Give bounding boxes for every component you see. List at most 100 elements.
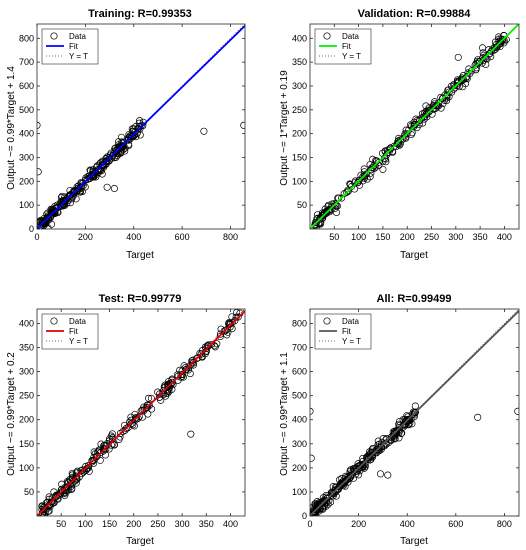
x-tick-label: 350 xyxy=(473,232,488,242)
data-point xyxy=(377,443,385,451)
data-point xyxy=(346,467,354,476)
data-point xyxy=(346,180,354,188)
data-point xyxy=(62,489,70,497)
training-ylabel: Output ~= 0.99*Target + 1.4 xyxy=(6,66,17,190)
y-tick-label: 150 xyxy=(292,152,307,162)
data-point xyxy=(323,494,332,502)
y-tick-label: 600 xyxy=(19,81,34,91)
data-point xyxy=(42,215,50,223)
data-point xyxy=(395,424,403,432)
data-point xyxy=(117,133,126,141)
data-point xyxy=(379,165,387,173)
x-tick-label: 250 xyxy=(150,519,165,529)
data-point xyxy=(46,213,54,221)
data-point xyxy=(357,461,365,469)
axes-frame xyxy=(36,23,246,230)
data-point xyxy=(124,134,133,142)
y-tick-label: 300 xyxy=(292,439,307,449)
y-tick-label: 400 xyxy=(19,129,34,139)
x-tick-label: 400 xyxy=(497,232,512,242)
data-point xyxy=(57,489,65,497)
data-point xyxy=(131,410,139,419)
data-point xyxy=(310,509,317,516)
data-point xyxy=(354,179,362,187)
data-point xyxy=(330,489,338,497)
y-tick-label: 250 xyxy=(19,391,34,401)
data-point xyxy=(396,136,404,144)
data-point xyxy=(37,168,42,176)
x-tick-label: 50 xyxy=(329,232,339,242)
data-point xyxy=(147,394,155,402)
data-point xyxy=(361,172,369,180)
x-tick-label: 50 xyxy=(56,519,66,529)
x-tick-label: 200 xyxy=(400,232,415,242)
data-point xyxy=(439,94,447,102)
data-point xyxy=(418,110,426,118)
data-point xyxy=(338,474,346,483)
data-point xyxy=(354,178,362,186)
data-point xyxy=(474,59,482,67)
y-tick-label: 350 xyxy=(19,343,34,353)
y-tick-label: 400 xyxy=(292,33,307,43)
data-point xyxy=(310,407,314,415)
data-point xyxy=(72,472,80,480)
data-point xyxy=(376,470,385,478)
data-point xyxy=(454,53,462,61)
data-point xyxy=(180,362,188,370)
data-point xyxy=(478,44,487,52)
data-point xyxy=(358,462,366,470)
data-point xyxy=(385,148,393,156)
x-tick-label: 200 xyxy=(351,519,366,529)
y-tick-label: 300 xyxy=(19,152,34,162)
data-point xyxy=(493,40,501,48)
x-tick-label: 0 xyxy=(34,232,39,242)
data-point xyxy=(487,53,495,61)
data-point xyxy=(374,437,382,445)
data-point xyxy=(213,340,221,348)
legend-label: Data xyxy=(69,317,86,326)
data-point xyxy=(407,130,415,139)
data-point xyxy=(330,200,338,208)
data-point xyxy=(240,121,245,129)
y-tick-label: 100 xyxy=(19,200,34,210)
y-tick-label: 800 xyxy=(19,33,34,43)
data-point xyxy=(161,381,169,389)
data-point xyxy=(136,117,144,125)
y-tick-label: 700 xyxy=(19,57,34,67)
data-point xyxy=(400,132,408,140)
data-point xyxy=(127,420,135,428)
data-point xyxy=(366,452,375,460)
data-point xyxy=(403,416,411,424)
data-point xyxy=(114,145,122,153)
data-point xyxy=(85,467,93,475)
x-tick-label: 200 xyxy=(126,519,141,529)
legend-label: Fit xyxy=(69,327,79,336)
data-point xyxy=(405,416,414,424)
fit-line xyxy=(310,24,519,229)
data-point xyxy=(216,333,224,341)
plot-content xyxy=(37,24,245,229)
data-point xyxy=(474,413,482,421)
data-point xyxy=(313,498,321,506)
x-tick-label: 350 xyxy=(199,519,214,529)
data-point xyxy=(363,454,371,462)
data-point xyxy=(47,220,56,228)
data-point xyxy=(439,99,447,107)
data-point xyxy=(101,451,109,459)
y-tick-label: 400 xyxy=(292,415,307,425)
legend-label: Fit xyxy=(342,42,352,51)
data-point xyxy=(216,330,224,338)
data-point xyxy=(361,463,369,471)
y-tick-label: 400 xyxy=(19,318,34,328)
data-point xyxy=(313,505,321,513)
y-tick-label: 200 xyxy=(292,463,307,473)
x-tick-label: 600 xyxy=(175,232,190,242)
y-tick-label: 250 xyxy=(292,105,307,115)
test-ylabel: Output ~= 0.99*Target + 0.2 xyxy=(6,352,17,476)
y-tick-label: 300 xyxy=(19,367,34,377)
data-point xyxy=(44,214,52,222)
data-point xyxy=(319,498,327,506)
training-xlabel: Target xyxy=(126,250,154,261)
